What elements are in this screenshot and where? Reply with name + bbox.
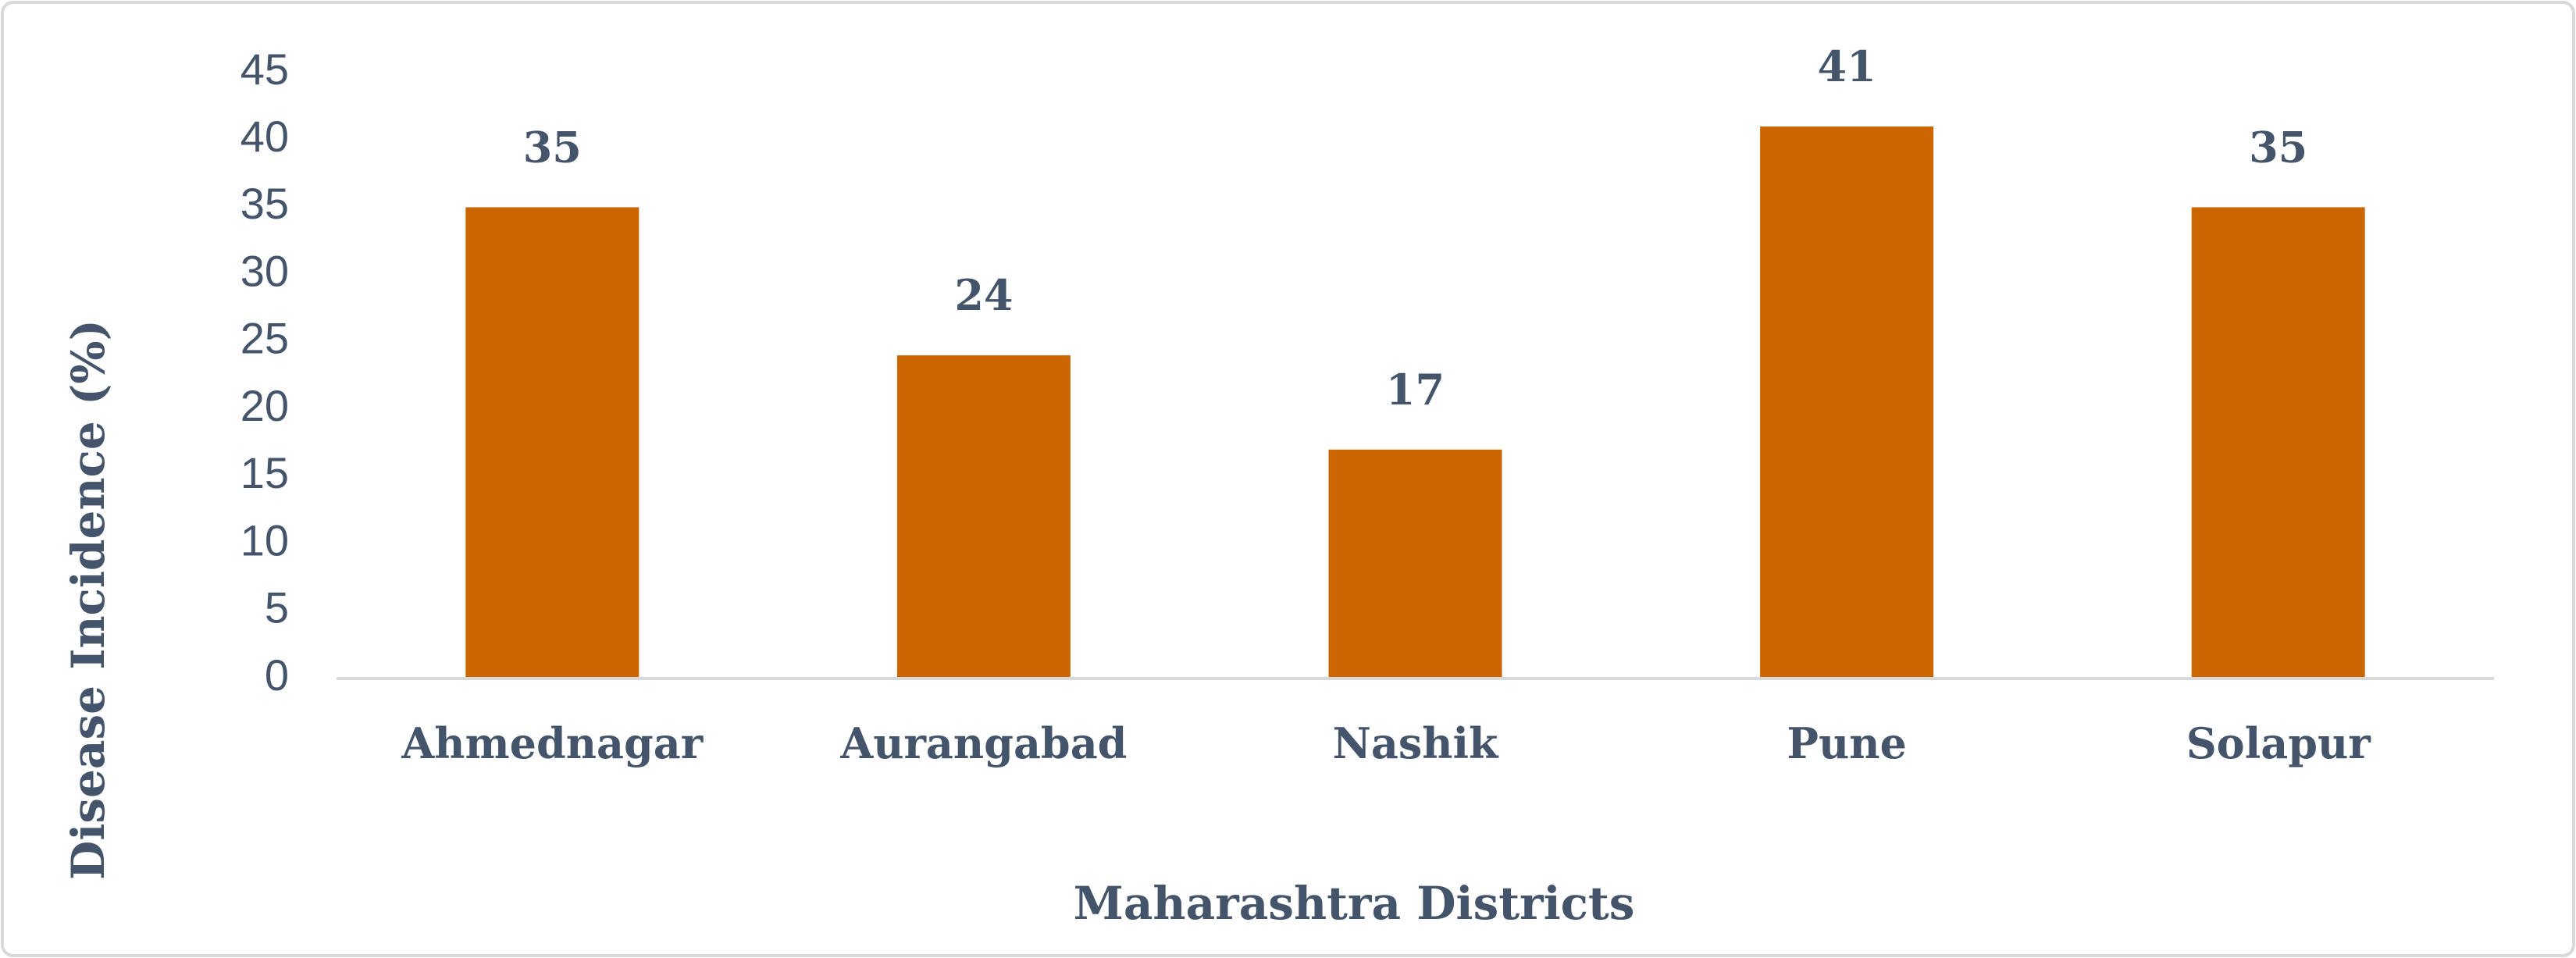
bar — [1760, 126, 1934, 678]
y-tick-label: 30 — [240, 246, 289, 295]
y-tick-label: 45 — [240, 45, 289, 94]
y-tick-label: 40 — [240, 112, 289, 161]
y-tick-label: 35 — [240, 179, 289, 228]
bar — [1328, 449, 1502, 678]
data-label: 24 — [954, 270, 1013, 320]
bar — [896, 355, 1071, 678]
y-tick-label: 0 — [265, 650, 289, 700]
bar — [465, 207, 640, 678]
y-tick-label: 15 — [240, 448, 289, 497]
x-tick-label: Solapur — [2186, 718, 2371, 768]
x-tick-label: Pune — [1787, 718, 1906, 768]
y-axis-title: Disease Incidence (%) — [62, 319, 115, 880]
x-axis-title: Maharashtra Districts — [1074, 877, 1635, 930]
data-label: 35 — [2249, 123, 2307, 173]
data-label: 35 — [523, 123, 582, 173]
x-tick-label: Nashik — [1333, 718, 1500, 768]
y-tick-label: 20 — [240, 381, 289, 430]
x-tick-label: Ahmednagar — [401, 718, 703, 768]
y-tick-label: 5 — [265, 583, 289, 632]
data-label: 17 — [1386, 365, 1445, 415]
bar — [2191, 207, 2365, 678]
y-tick-label: 25 — [240, 314, 289, 363]
y-tick-label: 10 — [240, 515, 289, 564]
data-label: 41 — [1818, 41, 1876, 91]
x-tick-label: Aurangabad — [839, 718, 1127, 768]
